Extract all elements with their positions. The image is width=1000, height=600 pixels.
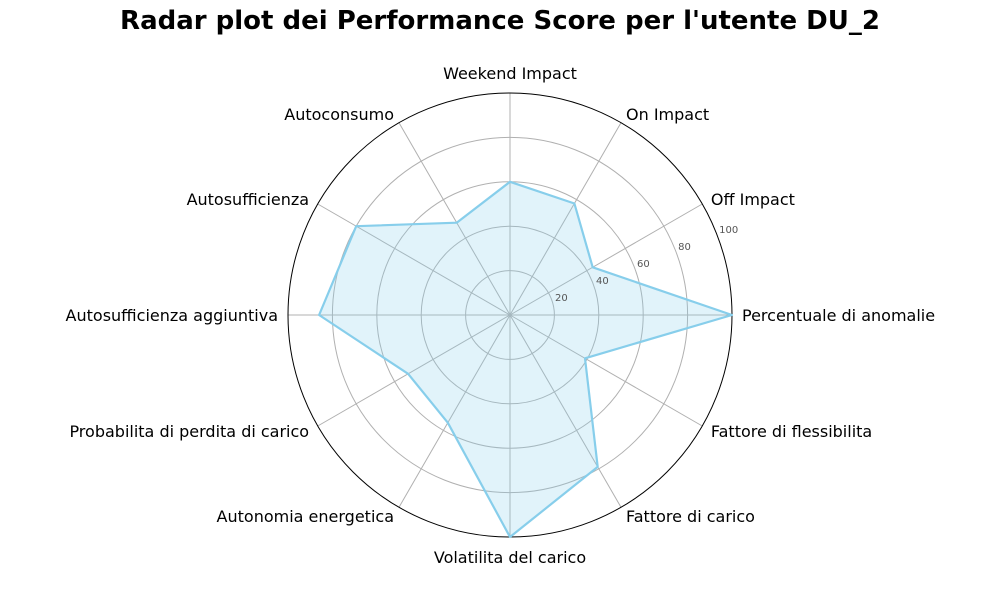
series-line xyxy=(318,180,734,539)
grid-spoke xyxy=(509,203,703,316)
category-label: Autosufficienza aggiuntiva xyxy=(66,306,278,325)
grid-spoke xyxy=(317,203,511,316)
grid-spoke xyxy=(509,314,622,508)
radial-tick-label: 40 xyxy=(596,276,609,287)
category-label: On Impact xyxy=(626,105,709,124)
radial-tick-label: 60 xyxy=(637,259,650,270)
category-label: Probabilita di perdita di carico xyxy=(69,422,309,441)
radial-tick-label: 100 xyxy=(719,225,738,236)
radial-tick-label: 20 xyxy=(555,293,568,304)
category-label: Fattore di flessibilita xyxy=(711,422,872,441)
category-label: Volatilita del carico xyxy=(434,548,586,567)
grid-spoke xyxy=(509,314,703,427)
chart-title: Radar plot dei Performance Score per l'u… xyxy=(120,6,880,36)
category-label: Percentuale di anomalie xyxy=(742,306,935,325)
category-label: Fattore di carico xyxy=(626,507,755,526)
category-label: Autonomia energetica xyxy=(217,507,394,526)
grid-spoke xyxy=(509,122,622,316)
radial-tick-label: 80 xyxy=(678,242,691,253)
series-fill xyxy=(319,181,732,538)
category-label: Autosufficienza xyxy=(187,190,310,209)
category-label: Weekend Impact xyxy=(443,64,577,83)
grid-spoke xyxy=(317,314,511,427)
grid-spoke xyxy=(398,314,511,508)
category-label: Off Impact xyxy=(711,190,795,209)
category-label: Autoconsumo xyxy=(284,105,394,124)
grid-spoke xyxy=(398,122,511,316)
